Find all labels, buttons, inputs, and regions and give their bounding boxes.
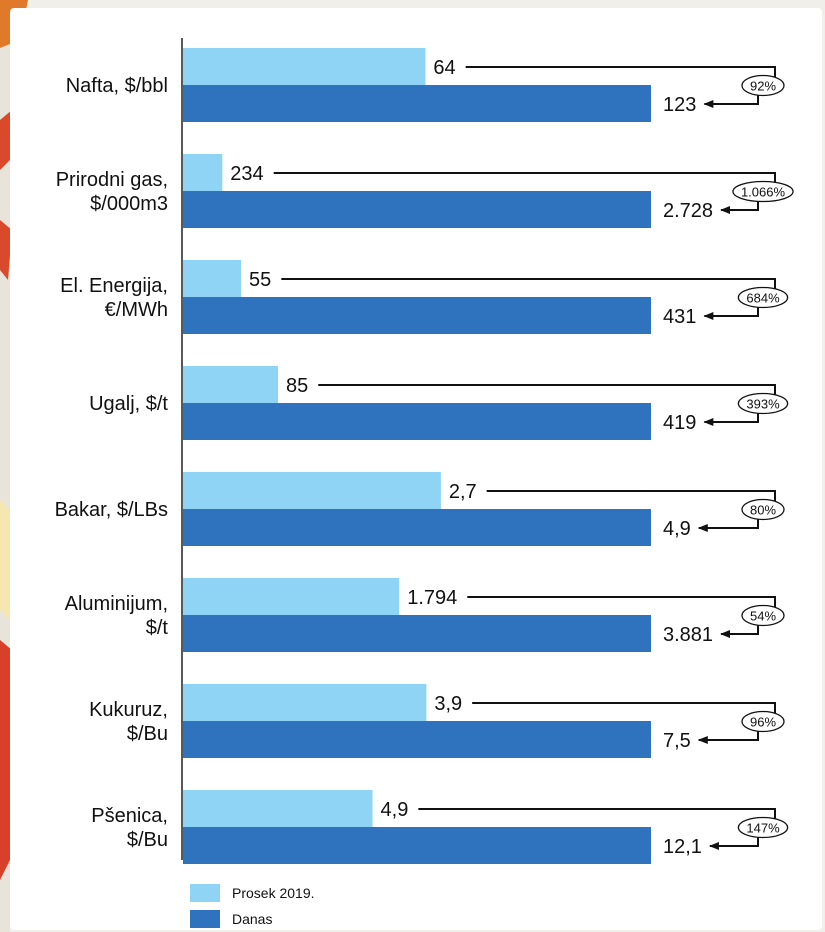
value-label-danas: 4,9	[663, 518, 691, 540]
bar-prosek-2019	[183, 260, 242, 297]
category-label: Nafta, $/bbl	[66, 75, 168, 97]
bar-prosek-2019	[183, 790, 373, 827]
category-label: Bakar, $/LBs	[55, 499, 168, 521]
value-label-prosek-2019: 4,9	[381, 799, 409, 821]
value-label-prosek-2019: 3,9	[434, 693, 462, 715]
connector-line	[281, 278, 776, 291]
connector-arrow	[703, 306, 759, 320]
bar-danas	[183, 85, 651, 122]
bar-danas	[183, 827, 651, 864]
value-label-danas: 123	[663, 94, 696, 116]
value-label-danas: 431	[663, 306, 696, 328]
bar-danas	[183, 721, 651, 758]
connector-line	[418, 808, 776, 821]
percent-change-label: 96%	[750, 715, 776, 730]
percent-change-label: 393%	[746, 397, 780, 412]
percent-change-label: 92%	[750, 79, 776, 94]
value-label-prosek-2019: 1.794	[407, 587, 457, 609]
value-label-danas: 7,5	[663, 730, 691, 752]
value-label-danas: 12,1	[663, 836, 702, 858]
bar-chart: Nafta, $/bbl 64 123 92% Prirodni gas, $/000m3…	[55, 38, 794, 928]
connector-arrow	[708, 836, 759, 850]
value-label-prosek-2019: 85	[286, 375, 308, 397]
percent-change-label: 147%	[746, 821, 780, 836]
connector-line	[318, 384, 776, 397]
chart-card: Nafta, $/bbl 64 123 92% Prirodni gas, $/000m3…	[10, 8, 822, 930]
legend-label: Danas	[232, 911, 272, 927]
connector-arrow	[703, 94, 759, 108]
category-label: Ugalj, $/t	[89, 393, 168, 415]
connector-line	[486, 490, 776, 503]
value-label-prosek-2019: 64	[433, 57, 455, 79]
category-label: Pšenica, $/Bu	[91, 805, 168, 851]
value-label-prosek-2019: 2,7	[449, 481, 477, 503]
legend-swatch	[190, 910, 220, 928]
connector-arrow	[697, 518, 759, 532]
category-label: El. Energija, €/MWh	[60, 275, 168, 321]
percent-change-label: 80%	[750, 503, 776, 518]
percent-change-badge	[741, 74, 785, 97]
bar-prosek-2019	[183, 48, 426, 85]
percent-change-badge	[737, 392, 789, 415]
legend: Prosek 2019. Danas	[190, 884, 315, 928]
percent-change-badge	[737, 286, 789, 309]
connector-line	[273, 172, 776, 185]
percent-change-badge	[737, 816, 789, 839]
bar-danas	[183, 297, 651, 334]
connector-line	[465, 66, 776, 79]
bar-danas	[183, 403, 651, 440]
percent-change-badge	[741, 498, 785, 521]
percent-change-label: 684%	[746, 291, 780, 306]
value-label-prosek-2019: 55	[249, 269, 271, 291]
category-label: Kukuruz, $/Bu	[89, 699, 168, 745]
bar-danas	[183, 509, 651, 546]
bar-prosek-2019	[183, 578, 400, 615]
percent-change-badge	[732, 180, 794, 203]
connector-arrow	[720, 200, 759, 214]
bar-danas	[183, 615, 651, 652]
connector-line	[467, 596, 776, 609]
category-label: Prirodni gas, $/000m3	[56, 169, 168, 215]
value-label-prosek-2019: 234	[230, 163, 263, 185]
bar-prosek-2019	[183, 472, 441, 509]
connector-arrow	[697, 730, 759, 744]
percent-change-badge	[741, 710, 785, 733]
percent-change-badge	[741, 604, 785, 627]
category-label: Aluminijum, $/t	[65, 593, 169, 639]
bar-prosek-2019	[183, 366, 279, 403]
value-label-danas: 3.881	[663, 624, 713, 646]
percent-change-label: 1.066%	[741, 185, 786, 200]
connector-arrow	[703, 412, 759, 426]
percent-change-label: 54%	[750, 609, 776, 624]
value-label-danas: 419	[663, 412, 696, 434]
connector-line	[472, 702, 776, 715]
value-label-danas: 2.728	[663, 200, 713, 222]
legend-label: Prosek 2019.	[232, 885, 315, 901]
legend-swatch	[190, 884, 220, 902]
bar-danas	[183, 191, 651, 228]
bar-prosek-2019	[183, 684, 427, 721]
bar-prosek-2019	[183, 154, 223, 191]
connector-arrow	[720, 624, 759, 638]
